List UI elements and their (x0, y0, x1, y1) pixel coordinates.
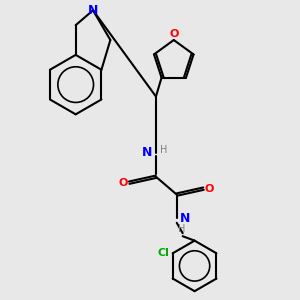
Text: H: H (178, 224, 186, 234)
Text: O: O (169, 28, 178, 38)
Text: Cl: Cl (158, 248, 170, 258)
Text: O: O (205, 184, 214, 194)
Text: N: N (88, 4, 98, 17)
Text: H: H (160, 145, 167, 155)
Text: N: N (180, 212, 191, 225)
Text: O: O (118, 178, 128, 188)
Text: N: N (142, 146, 152, 160)
